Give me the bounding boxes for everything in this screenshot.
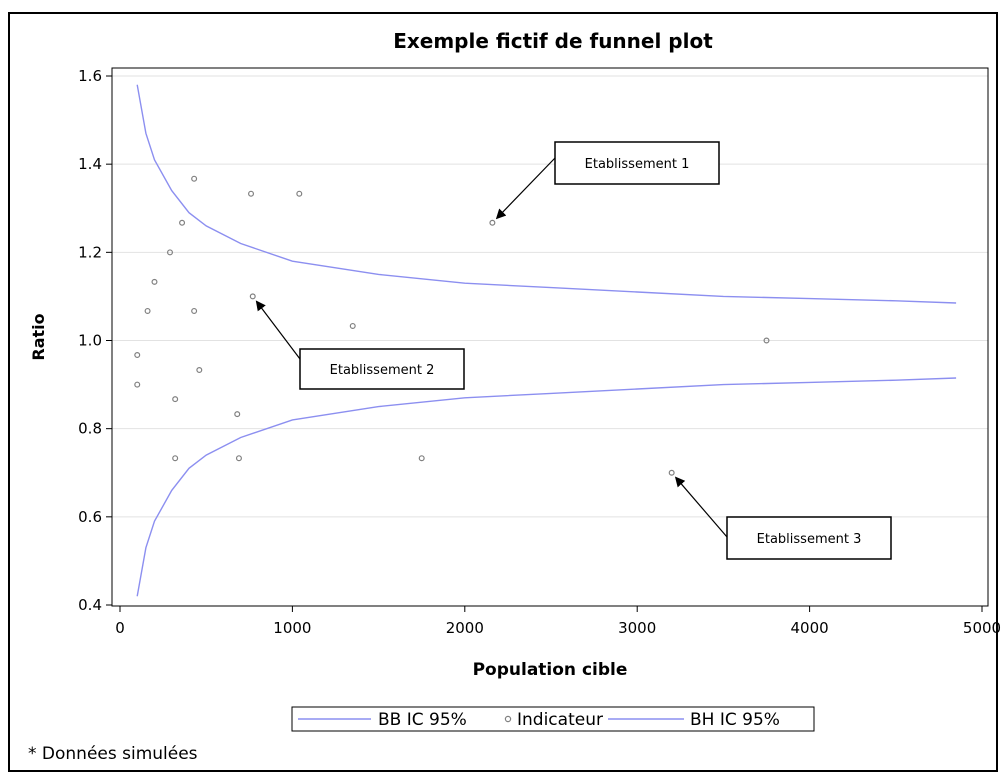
data-point: [668, 469, 675, 476]
callout-arrow: [255, 300, 301, 360]
x-tick-label: 3000: [618, 619, 656, 637]
data-point: [134, 352, 141, 359]
data-point: [234, 411, 241, 418]
callouts: Etablissement 1 Etablissement 2 Etablissem…: [255, 141, 892, 560]
callout-box: [726, 516, 892, 560]
y-tick-label: 1.2: [78, 243, 102, 261]
legend-bb-label: BB IC 95%: [378, 710, 467, 730]
data-point: [248, 190, 255, 197]
y-tick-label: 1.0: [78, 332, 102, 350]
x-tick-label: 1000: [273, 619, 311, 637]
bound-line: [136, 84, 957, 304]
callout-arrow: [674, 476, 728, 538]
callout-label: Etablissement 2: [330, 363, 435, 378]
chart-title: Exemple fictif de funnel plot: [393, 29, 713, 53]
x-tick-label: 5000: [963, 619, 1001, 637]
data-point: [144, 307, 151, 314]
data-point: [191, 307, 198, 314]
data-point: [166, 249, 173, 256]
plot-area-border: [111, 67, 989, 607]
x-tick-label: 0: [115, 619, 125, 637]
chart-frame: [8, 12, 998, 772]
legend-bh-label: BH IC 95%: [690, 710, 780, 730]
gridlines: [112, 75, 988, 518]
callout-box: [299, 348, 465, 390]
callout-label: Etablissement 1: [585, 157, 690, 172]
data-point: [249, 293, 256, 300]
bound-line: [136, 377, 957, 597]
series-layer: [134, 84, 957, 597]
y-tick-label: 1.4: [78, 155, 102, 173]
data-point: [179, 219, 186, 226]
y-axis-ticks: 0.4 0.6 0.8 1.0 1.2 1.4 1.6: [78, 67, 112, 614]
data-point: [172, 396, 179, 403]
data-point: [763, 337, 770, 344]
legend-indicateur-label: Indicateur: [517, 710, 603, 730]
data-point: [191, 175, 198, 182]
legend-indicateur-marker: [504, 715, 512, 723]
legend-box: [291, 706, 815, 732]
y-tick-label: 0.8: [78, 420, 102, 438]
data-point: [349, 322, 356, 329]
data-point: [296, 190, 303, 197]
y-tick-label: 0.4: [78, 596, 102, 614]
data-point: [235, 455, 242, 462]
legend: BB IC 95% Indicateur BH IC 95%: [291, 706, 815, 732]
x-axis-ticks: 0 1000 2000 3000 4000 5000: [115, 606, 1001, 637]
callout-arrow: [495, 157, 556, 220]
callout-label: Etablissement 3: [757, 532, 862, 547]
data-point: [196, 367, 203, 374]
x-tick-label: 4000: [791, 619, 829, 637]
data-point: [489, 219, 496, 226]
y-axis-label: Ratio: [29, 313, 48, 360]
data-point: [151, 278, 158, 285]
x-axis-label: Population cible: [473, 660, 628, 680]
data-point: [172, 455, 179, 462]
x-tick-label: 2000: [446, 619, 484, 637]
callout-box: [554, 141, 720, 185]
y-tick-label: 0.6: [78, 508, 102, 526]
data-point: [418, 455, 425, 462]
footnote: * Données simulées: [28, 744, 198, 764]
data-point: [134, 381, 141, 388]
y-tick-label: 1.6: [78, 67, 102, 85]
